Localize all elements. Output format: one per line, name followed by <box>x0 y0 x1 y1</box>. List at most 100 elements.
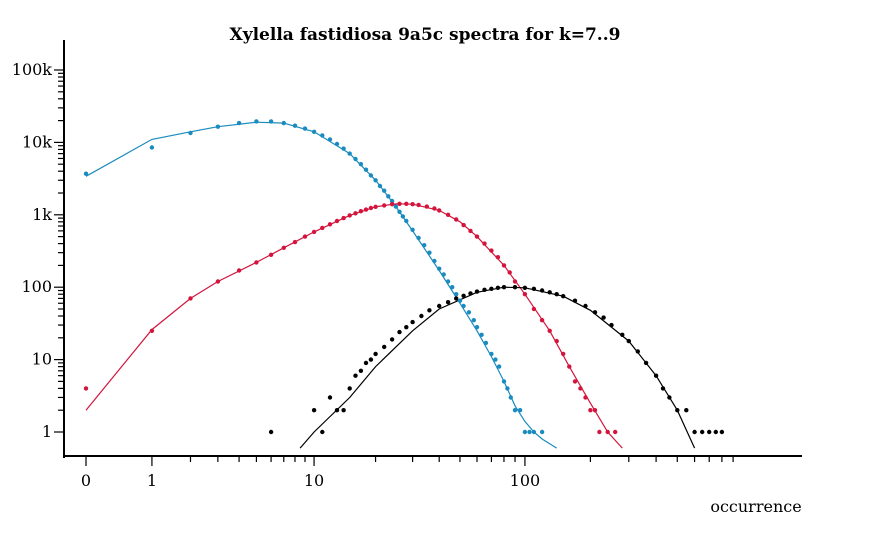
point-series-1 <box>501 263 507 268</box>
fit-line-0 <box>85 121 558 449</box>
point-series-0 <box>188 130 193 136</box>
point-series-2 <box>692 429 697 435</box>
point-series-0 <box>517 408 523 413</box>
point-series-0 <box>454 292 459 297</box>
point-series-2 <box>347 386 352 391</box>
point-series-2 <box>572 298 578 303</box>
point-series-1 <box>489 248 494 253</box>
point-series-2 <box>626 338 631 344</box>
point-series-1 <box>572 379 578 384</box>
point-series-2 <box>501 285 507 290</box>
point-series-1 <box>613 429 618 435</box>
y-tick-label: 10 <box>32 350 52 369</box>
point-series-1 <box>327 222 333 227</box>
point-series-0 <box>437 266 442 271</box>
point-series-2 <box>368 357 374 362</box>
point-series-1 <box>363 207 369 212</box>
point-series-1 <box>445 212 451 217</box>
point-series-2 <box>601 315 606 320</box>
point-series-1 <box>382 203 387 208</box>
point-series-0 <box>373 178 378 183</box>
point-series-0 <box>474 325 480 330</box>
point-series-2 <box>554 292 559 297</box>
y-tick-label: 1k <box>32 205 52 224</box>
point-series-1 <box>461 222 466 228</box>
point-series-2 <box>539 288 545 293</box>
point-series-2 <box>461 293 466 298</box>
point-series-2 <box>437 303 442 309</box>
point-series-1 <box>311 229 317 235</box>
point-series-2 <box>667 395 672 400</box>
y-axis-ticks: 1 10 100 1k 10k 100k <box>12 60 64 441</box>
point-series-2 <box>320 429 325 435</box>
point-series-0 <box>522 429 528 435</box>
point-series-2 <box>583 303 588 309</box>
point-series-0 <box>353 156 358 162</box>
point-series-1 <box>368 205 374 211</box>
point-series-2 <box>522 285 528 290</box>
x-axis-label: occurrence <box>710 497 801 516</box>
point-series-2 <box>592 310 598 315</box>
point-series-2 <box>495 285 501 290</box>
x-tick-label: 1 <box>147 471 157 490</box>
point-series-1 <box>561 351 566 357</box>
point-series-0 <box>539 429 545 435</box>
y-tick-label: 10k <box>22 132 52 151</box>
point-series-2 <box>531 286 537 291</box>
point-series-2 <box>389 337 395 342</box>
point-series-2 <box>341 408 346 413</box>
point-series-0 <box>531 429 537 435</box>
point-series-1 <box>292 239 298 245</box>
point-series-1 <box>592 408 598 413</box>
point-series-2 <box>353 373 358 378</box>
point-series-0 <box>268 119 274 124</box>
point-series-1 <box>334 218 340 224</box>
point-series-1 <box>358 209 364 214</box>
point-series-0 <box>386 194 391 199</box>
chart-title: Xylella fastidiosa 9a5c spectra for k=7.… <box>230 25 621 45</box>
point-series-1 <box>373 204 378 209</box>
point-series-1 <box>404 201 409 206</box>
point-series-0 <box>457 298 463 303</box>
point-series-0 <box>422 243 427 248</box>
point-series-1 <box>410 202 415 207</box>
point-series-0 <box>382 188 387 193</box>
point-series-1 <box>432 206 437 211</box>
point-series-2 <box>675 408 680 413</box>
point-series-1 <box>554 338 559 344</box>
point-series-0 <box>327 137 333 142</box>
point-series-0 <box>483 340 489 346</box>
point-series-1 <box>397 201 402 206</box>
point-series-2 <box>419 313 424 319</box>
point-series-1 <box>531 306 537 312</box>
point-series-1 <box>482 241 487 246</box>
point-series-2 <box>700 429 705 435</box>
point-series-1 <box>416 202 421 208</box>
point-series-1 <box>215 279 221 284</box>
point-series-1 <box>454 217 459 222</box>
point-series-1 <box>605 429 610 435</box>
point-series-2 <box>363 360 369 366</box>
point-series-0 <box>341 146 346 151</box>
point-series-1 <box>507 270 512 275</box>
point-series-0 <box>461 303 466 309</box>
point-series-0 <box>311 129 317 134</box>
x-tick-label: 10 <box>304 471 324 490</box>
point-series-1 <box>588 408 593 413</box>
point-series-1 <box>268 252 274 257</box>
point-series-2 <box>684 408 689 413</box>
point-series-2 <box>382 344 387 350</box>
point-series-1 <box>547 328 552 333</box>
point-series-2 <box>660 386 666 391</box>
point-series-1 <box>495 255 501 260</box>
point-series-1 <box>341 215 346 221</box>
point-series-0 <box>389 198 395 204</box>
point-series-1 <box>320 225 325 231</box>
point-series-1 <box>583 395 588 400</box>
point-series-1 <box>188 296 193 301</box>
point-series-1 <box>437 208 442 213</box>
y-tick-label: 1 <box>42 422 52 441</box>
point-series-0 <box>493 357 498 362</box>
point-series-1 <box>424 204 429 209</box>
